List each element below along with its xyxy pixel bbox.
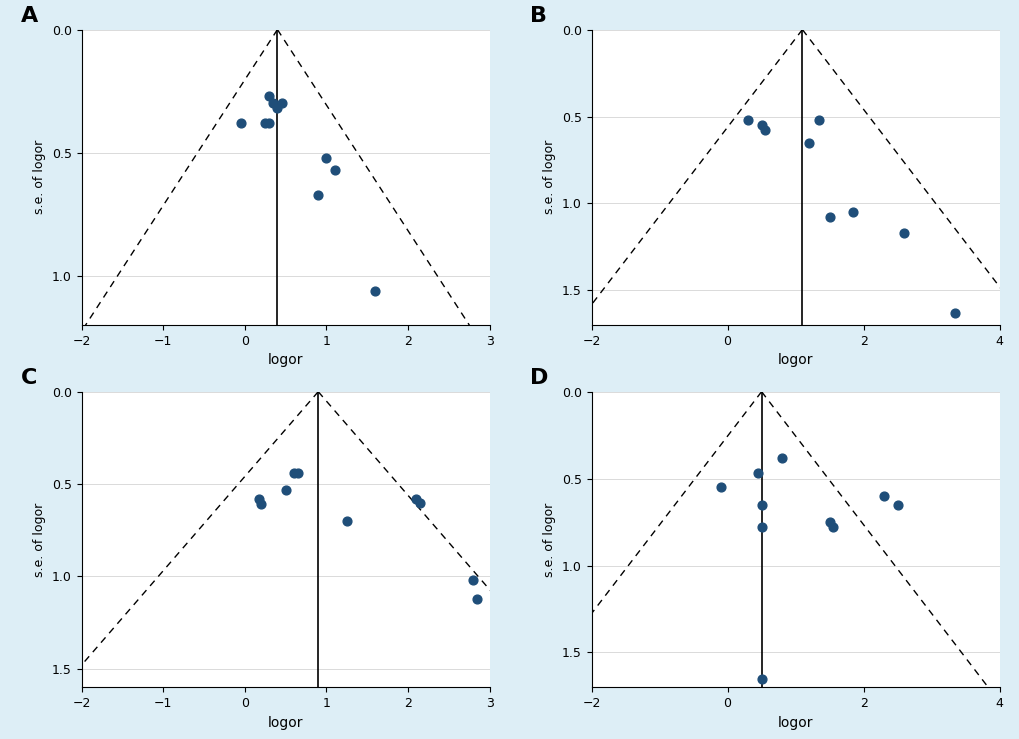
Point	[277, 483, 293, 495]
Point	[889, 499, 905, 511]
Point	[326, 164, 342, 176]
Point	[273, 98, 289, 109]
Text: D: D	[530, 368, 548, 388]
Point	[253, 498, 269, 510]
Point	[896, 227, 912, 239]
Point	[251, 493, 267, 505]
Y-axis label: s.e. of logor: s.e. of logor	[34, 503, 46, 576]
Point	[712, 481, 729, 493]
Point	[875, 490, 892, 502]
Y-axis label: s.e. of logor: s.e. of logor	[34, 140, 46, 214]
Point	[257, 118, 273, 129]
Point	[232, 118, 249, 129]
Point	[800, 137, 816, 149]
Text: A: A	[20, 6, 38, 26]
Point	[261, 118, 277, 129]
Point	[338, 515, 355, 527]
Point	[265, 98, 281, 109]
Point	[285, 467, 302, 479]
Point	[756, 124, 772, 136]
Point	[310, 188, 326, 200]
X-axis label: logor: logor	[268, 353, 303, 367]
Point	[469, 593, 485, 605]
X-axis label: logor: logor	[268, 715, 303, 729]
Point	[367, 285, 383, 296]
X-axis label: logor: logor	[777, 353, 812, 367]
Point	[289, 467, 306, 479]
Point	[845, 206, 861, 218]
Point	[820, 516, 837, 528]
Point	[412, 497, 428, 508]
Point	[753, 119, 769, 131]
Y-axis label: s.e. of logor: s.e. of logor	[543, 140, 555, 214]
Point	[820, 211, 837, 223]
Point	[753, 672, 769, 684]
Point	[318, 151, 334, 163]
Point	[269, 103, 285, 115]
Point	[947, 307, 963, 319]
Point	[753, 522, 769, 534]
Y-axis label: s.e. of logor: s.e. of logor	[543, 503, 555, 576]
Point	[824, 522, 841, 534]
Point	[810, 114, 826, 126]
X-axis label: logor: logor	[777, 715, 812, 729]
Point	[739, 114, 755, 126]
Point	[753, 499, 769, 511]
Point	[465, 574, 481, 586]
Point	[749, 468, 765, 480]
Point	[261, 90, 277, 102]
Point	[408, 493, 424, 505]
Text: B: B	[530, 6, 547, 26]
Point	[773, 452, 790, 463]
Text: C: C	[20, 368, 37, 388]
